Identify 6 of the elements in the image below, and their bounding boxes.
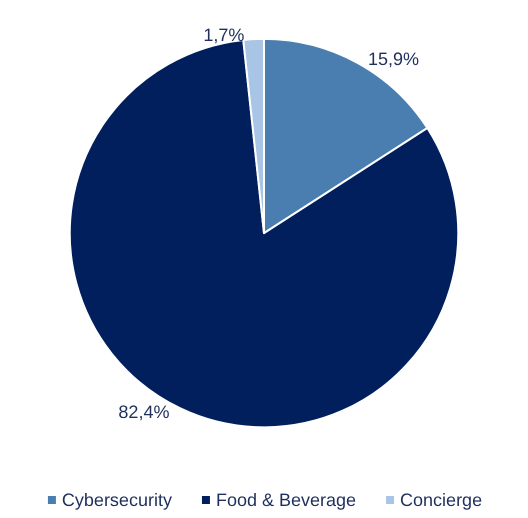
legend-label: Concierge [400,490,482,510]
data-label: 82,4% [118,402,170,422]
legend-label: Cybersecurity [62,490,172,510]
data-label: 15,9% [368,49,420,70]
data-label: 1,7% [203,25,244,46]
legend-label: Food & Beverage [216,490,356,510]
